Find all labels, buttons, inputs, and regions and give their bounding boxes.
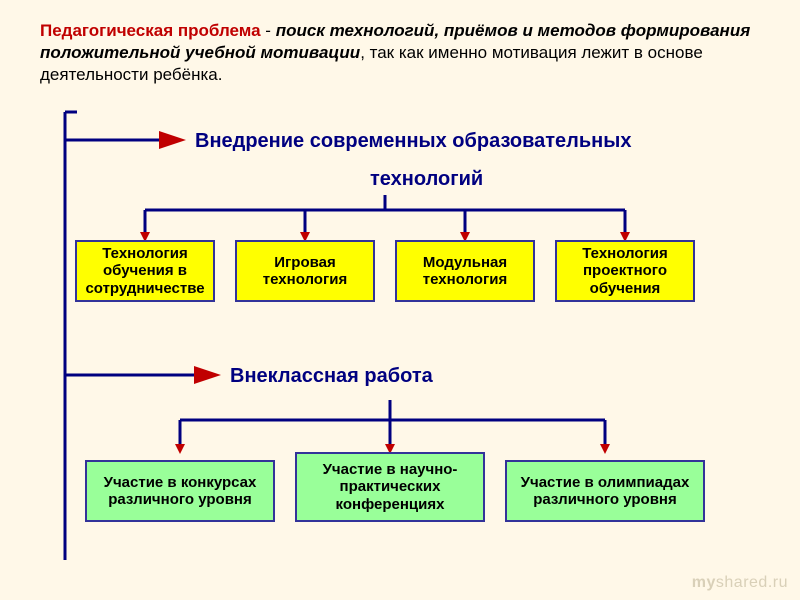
section1-heading-line2: технологий bbox=[370, 168, 483, 191]
tech-box-3: Технология проектного обучения bbox=[555, 240, 695, 302]
watermark-right: shared.ru bbox=[716, 574, 788, 591]
watermark-left: my bbox=[692, 574, 716, 591]
tech-box-0: Технология обучения в сотрудничестве bbox=[75, 240, 215, 302]
extracurricular-box-2: Участие в олимпиадах различного уровня bbox=[505, 460, 705, 522]
extracurricular-box-1: Участие в научно-практических конференци… bbox=[295, 452, 485, 522]
tech-box-1: Игровая технология bbox=[235, 240, 375, 302]
section1-heading-line1: Внедрение современных образовательных bbox=[195, 130, 631, 153]
intro-paragraph: Педагогическая проблема - поиск технолог… bbox=[0, 0, 800, 86]
intro-sep: - bbox=[261, 21, 276, 40]
intro-title: Педагогическая проблема bbox=[40, 21, 261, 40]
extracurricular-box-0: Участие в конкурсах различного уровня bbox=[85, 460, 275, 522]
watermark: myshared.ru bbox=[692, 574, 788, 592]
tech-box-2: Модульная технология bbox=[395, 240, 535, 302]
section2-heading: Внеклассная работа bbox=[230, 365, 433, 388]
